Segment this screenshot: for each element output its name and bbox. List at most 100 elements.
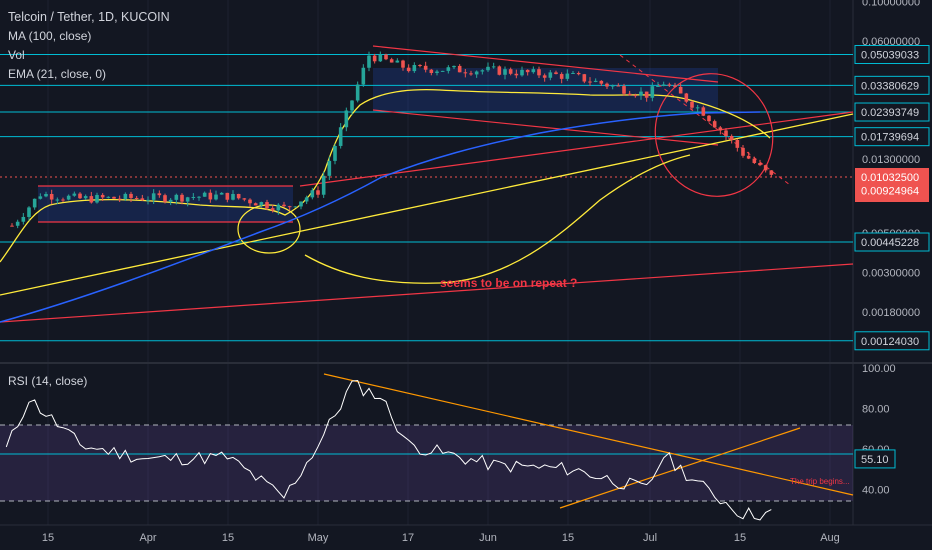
candle-body — [174, 194, 179, 200]
candle-body — [457, 65, 462, 73]
indicator-ema21[interactable]: EMA (21, close, 0) — [8, 67, 107, 81]
candle-body — [44, 194, 48, 197]
candle-body — [486, 66, 490, 71]
candle-body — [423, 65, 428, 70]
level-tag — [854, 44, 930, 64]
price-level-tags: 0.05039033 0.03380629 0.02393749 0.01739694… — [854, 44, 930, 351]
candle-body — [406, 67, 411, 72]
candle-body — [327, 160, 332, 176]
candle-body — [100, 194, 105, 198]
candle-body — [525, 69, 530, 73]
candle-body — [599, 80, 604, 84]
price-tick-label: 0.00300000 — [862, 268, 920, 280]
candle-body — [695, 107, 700, 109]
candle-body — [724, 130, 728, 136]
repeat-curve — [304, 154, 691, 284]
candle-body — [503, 69, 507, 75]
indicator-ma100[interactable]: MA (100, close) — [8, 29, 92, 43]
level-tag — [854, 331, 930, 351]
candle-body — [355, 84, 360, 101]
candle-body — [61, 199, 65, 201]
level-lines — [0, 53, 853, 342]
candle-body — [480, 70, 485, 72]
candle-body — [197, 196, 201, 198]
candle-body — [712, 121, 717, 128]
circle-annotation-july — [654, 73, 774, 197]
candle-body — [185, 197, 190, 202]
rsi-annotation: The trip begins... — [790, 477, 850, 486]
rsi-band — [0, 425, 853, 501]
candle-body — [163, 195, 167, 202]
candle-body — [650, 86, 655, 98]
candle-body — [78, 193, 82, 199]
candle-body — [559, 74, 564, 79]
candle-body — [367, 55, 371, 68]
grid — [47, 0, 831, 525]
rsi-trend-down — [323, 373, 854, 496]
candle-body — [338, 127, 343, 146]
candle-body — [741, 147, 745, 156]
circle-annotation-april — [237, 204, 301, 254]
candle-body — [384, 54, 388, 60]
current-price-label: 0.01032500 — [861, 172, 919, 184]
candle-body — [622, 86, 626, 94]
rsi-legend[interactable]: RSI (14, close) — [8, 374, 88, 388]
candle-body — [89, 196, 94, 203]
indicator-vol[interactable]: Vol — [8, 48, 25, 62]
candle-body — [276, 204, 281, 211]
candle-body — [537, 69, 541, 76]
candle-body — [548, 72, 553, 78]
candle-body — [389, 59, 394, 63]
time-tick-label: 15 — [734, 532, 746, 544]
candle-body — [10, 225, 14, 227]
candle-body — [146, 199, 150, 201]
candle-body — [287, 206, 292, 208]
candle-body — [219, 192, 224, 195]
candle-body — [497, 66, 502, 75]
candle-body — [667, 84, 672, 86]
ema21-line — [0, 89, 771, 263]
candle-body — [282, 204, 286, 207]
time-tick-label: 15 — [562, 532, 574, 544]
candle-body — [571, 72, 575, 74]
time-axis: 15 Apr 15 May 17 Jun 15 Jul 15 Aug — [42, 532, 840, 544]
candle-body — [259, 202, 264, 206]
candle-body — [707, 115, 711, 122]
price-tick-label: 0.01300000 — [862, 154, 920, 166]
candle-body — [418, 64, 422, 66]
level-tag — [854, 127, 930, 147]
candle-body — [701, 107, 706, 116]
symbol-title[interactable]: Telcoin / Tether, 1D, KUCOIN — [8, 10, 170, 24]
candle-body — [350, 100, 354, 111]
candle-body — [520, 69, 524, 76]
candle-body — [310, 190, 315, 198]
candle-body — [673, 85, 677, 87]
candle-body — [463, 72, 468, 74]
price-tick-label: 0.00180000 — [862, 307, 920, 319]
level-tag-label: 0.02393749 — [861, 107, 919, 119]
candle-body — [610, 85, 615, 87]
candle-body — [758, 162, 762, 166]
candle-body — [446, 67, 451, 71]
candle-body — [316, 190, 320, 195]
candle-body — [729, 135, 734, 140]
level-tag-label: 0.00445228 — [861, 237, 919, 249]
candle-body — [270, 208, 275, 211]
candle-body — [605, 83, 609, 87]
time-tick-label: Jun — [479, 532, 497, 544]
rsi-value-label: 55.10 — [861, 454, 889, 466]
candle-body — [344, 110, 349, 128]
candle-body — [321, 175, 326, 195]
candle-body — [32, 198, 37, 208]
candle-body — [531, 69, 536, 73]
rsi-tick-label: 80.00 — [862, 404, 890, 416]
rsi-value-tag — [854, 449, 896, 469]
candle-body — [191, 196, 196, 198]
candle-body — [452, 65, 456, 68]
candle-body — [576, 72, 581, 75]
candle-body — [55, 199, 60, 201]
candle-body — [95, 194, 99, 203]
candle-body — [627, 93, 632, 96]
